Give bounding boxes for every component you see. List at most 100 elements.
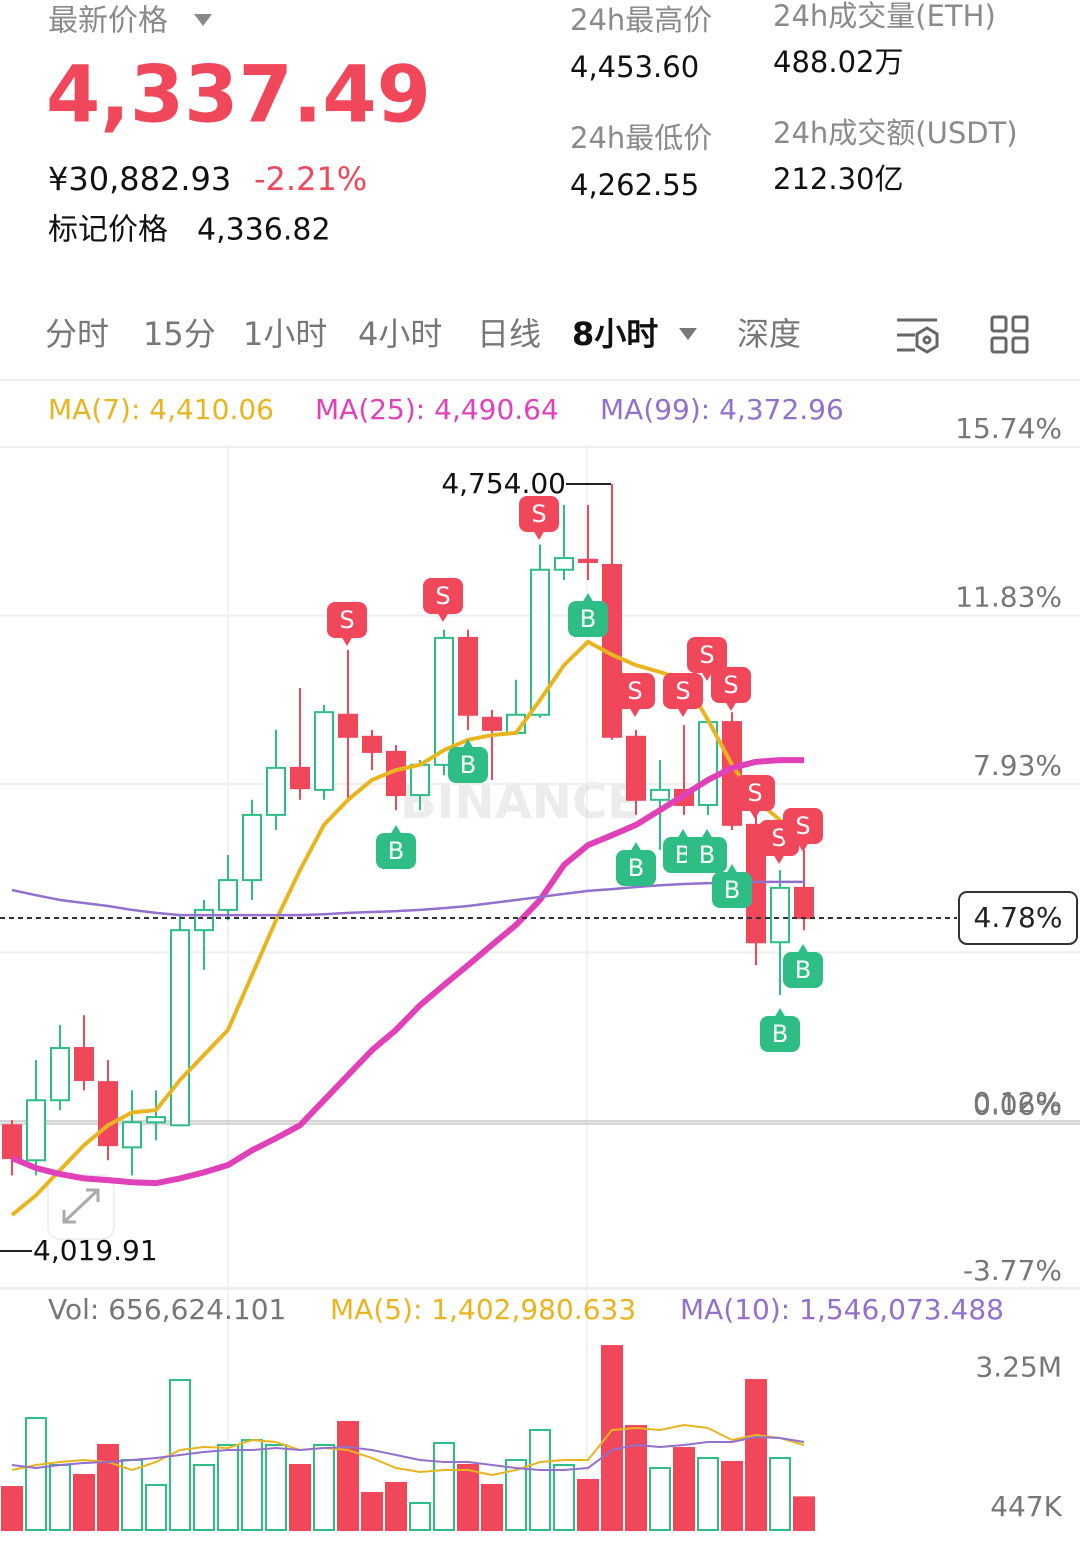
signal-pointer xyxy=(390,825,402,835)
trade-signal: B xyxy=(687,829,727,873)
signal-badge xyxy=(616,850,656,886)
candle-body xyxy=(794,886,814,920)
candle-body xyxy=(554,557,574,571)
candle-body xyxy=(266,766,286,816)
candle-body xyxy=(2,1124,22,1160)
signal-badge xyxy=(712,872,752,908)
signal-badge xyxy=(687,837,727,873)
y-tick-label: 3.25M xyxy=(975,1350,1062,1383)
volume-bar xyxy=(1,1486,23,1531)
volume-bar xyxy=(505,1459,527,1531)
tab[interactable]: 日线 xyxy=(477,315,541,353)
volume-bar xyxy=(649,1467,671,1531)
trade-signal: S xyxy=(687,637,727,681)
low-label: 4,019.91 xyxy=(33,1234,158,1267)
signal-pointer xyxy=(797,842,809,852)
signal-badge xyxy=(687,637,727,673)
last-price: 4,337.49 xyxy=(46,50,431,140)
y-tick-label: 15.74% xyxy=(955,412,1062,445)
signal-badge xyxy=(423,578,463,614)
signal-badge xyxy=(711,667,751,703)
candle-body xyxy=(770,886,790,944)
price-label: 最新价格 xyxy=(48,4,168,39)
volume-bar xyxy=(577,1479,599,1531)
stat-value: 4,262.55 xyxy=(570,168,699,202)
volume-bar xyxy=(241,1439,263,1531)
signal-label: B xyxy=(628,854,644,882)
y-tick-label: -3.77% xyxy=(963,1254,1062,1287)
tab[interactable]: 1小时 xyxy=(243,315,327,353)
volume-bar xyxy=(601,1345,623,1532)
y-tick-label: 0.06% xyxy=(973,1089,1062,1122)
settings-icon[interactable] xyxy=(897,318,939,354)
candle-body xyxy=(434,636,454,766)
volume-bar xyxy=(625,1425,647,1531)
signal-badge xyxy=(760,1016,800,1052)
signal-pointer xyxy=(462,739,474,749)
signal-label: B xyxy=(795,956,811,984)
signal-label: S xyxy=(531,500,546,528)
last-price-label: 4.78% xyxy=(974,901,1063,934)
y-tick-label: 447K xyxy=(990,1490,1062,1523)
signal-pointer xyxy=(677,707,689,717)
volume-bar xyxy=(481,1483,503,1532)
volume-bar xyxy=(745,1379,767,1532)
volume-bar xyxy=(25,1417,47,1532)
watermark: BINANCE xyxy=(400,774,640,830)
layout-icon[interactable] xyxy=(990,315,1029,354)
volume-ma-line xyxy=(11,1436,805,1472)
expand-button[interactable] xyxy=(47,1174,115,1240)
trade-signal: B xyxy=(712,864,752,908)
volume-bar xyxy=(457,1463,479,1532)
signal-badge xyxy=(783,808,823,844)
tab[interactable]: 15分 xyxy=(143,315,216,353)
signal-pointer xyxy=(774,1008,786,1018)
high-label: 4,754.00 xyxy=(441,467,566,500)
trade-signal: B xyxy=(568,593,608,637)
candle-body xyxy=(410,763,430,797)
volume-bar xyxy=(553,1463,575,1532)
tab[interactable]: 4小时 xyxy=(358,315,442,353)
signal-badge xyxy=(735,775,775,811)
volume-bar xyxy=(385,1481,407,1532)
signal-badge xyxy=(663,673,703,709)
volume-bar xyxy=(193,1463,215,1532)
candle-body xyxy=(50,1047,70,1102)
signal-pointer xyxy=(582,593,594,603)
signal-badge xyxy=(519,496,559,532)
tab[interactable]: 分时 xyxy=(45,315,109,353)
trade-signal: S xyxy=(711,667,751,711)
signal-pointer xyxy=(773,854,785,864)
legend-entry: MA(5): 1,402,980.633 xyxy=(330,1293,636,1326)
legend-entry: MA(25): 4,490.64 xyxy=(315,393,559,426)
signal-label: B xyxy=(460,751,476,779)
candle-body xyxy=(482,716,502,731)
legend-entry: MA(7): 4,410.06 xyxy=(48,393,274,426)
y-tick-label: 11.83% xyxy=(955,581,1062,614)
candle-body xyxy=(458,636,478,716)
candle-body xyxy=(194,908,214,932)
volume-bar xyxy=(769,1457,791,1532)
candle-body xyxy=(146,1116,166,1124)
tab[interactable]: 深度 xyxy=(737,315,801,353)
candle-body xyxy=(578,558,598,563)
tab[interactable]: 8小时 xyxy=(572,315,658,353)
candle-body xyxy=(626,735,646,801)
signal-label: S xyxy=(699,641,714,669)
stat-label: 24h成交量(ETH) xyxy=(773,0,996,33)
signal-badge xyxy=(783,952,823,988)
signal-label: S xyxy=(747,779,762,807)
volume-bar xyxy=(289,1463,311,1532)
volume-bar xyxy=(697,1457,719,1532)
signal-pointer xyxy=(701,671,713,681)
dropdown-arrow[interactable] xyxy=(194,14,212,26)
legend-entry: MA(10): 1,546,073.488 xyxy=(680,1293,1004,1326)
legend-entry: MA(99): 4,372.96 xyxy=(600,393,844,426)
volume-bar xyxy=(529,1429,551,1531)
volume-bar xyxy=(145,1483,167,1532)
volume-bar xyxy=(97,1443,119,1532)
signal-pointer xyxy=(797,944,809,954)
signal-label: B xyxy=(699,841,715,869)
